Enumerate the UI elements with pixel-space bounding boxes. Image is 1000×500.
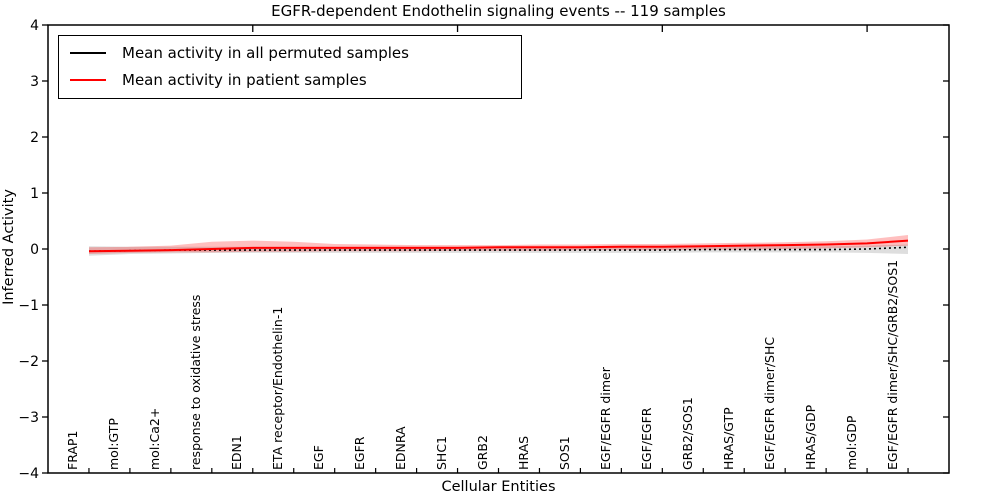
legend-line-sample-black <box>70 52 106 54</box>
y-tick-label: −4 <box>18 466 39 482</box>
x-tick-label: EDN1 <box>229 435 245 470</box>
x-tick-label: mol:GTP <box>106 418 122 470</box>
y-tick-label: −3 <box>18 410 39 426</box>
legend-item-permuted: Mean activity in all permuted samples <box>59 40 409 66</box>
x-tick-label: mol:GDP <box>843 415 859 470</box>
legend: Mean activity in all permuted samples Me… <box>58 35 522 99</box>
x-tick-label: response to oxidative stress <box>188 294 204 470</box>
y-tick-label: 1 <box>30 186 39 202</box>
x-tick-label: GRB2/SOS1 <box>679 397 695 470</box>
legend-label: Mean activity in all permuted samples <box>122 44 409 62</box>
x-tick-label: EGF/EGFR <box>638 407 654 470</box>
x-tick-label: EDNRA <box>393 426 409 470</box>
x-tick-label: EGF/EGFR dimer <box>597 367 613 470</box>
x-tick-label: EGF/EGFR dimer/SHC/GRB2/SOS1 <box>884 259 900 470</box>
legend-item-patient: Mean activity in patient samples <box>59 67 367 93</box>
x-tick-label: SOS1 <box>556 436 572 470</box>
y-tick-label: 3 <box>30 74 39 90</box>
x-tick-label: EGF <box>311 445 327 470</box>
x-tick-label: HRAS <box>515 435 531 470</box>
x-tick-label: ETA receptor/Endothelin-1 <box>270 306 286 470</box>
band-patient <box>89 235 908 254</box>
legend-label: Mean activity in patient samples <box>122 71 367 89</box>
legend-line-sample-red <box>70 79 106 81</box>
x-tick-label: mol:Ca2+ <box>147 407 163 470</box>
x-tick-label: EGF/EGFR dimer/SHC <box>761 336 777 470</box>
chart-title: EGFR-dependent Endothelin signaling even… <box>271 2 726 20</box>
series-line-patient <box>88 239 909 253</box>
y-tick-label: 0 <box>30 242 39 258</box>
x-tick-label: GRB2 <box>475 435 490 470</box>
y-tick-label: 4 <box>30 18 39 34</box>
x-axis-title: Cellular Entities <box>441 479 556 495</box>
x-tick-label: HRAS/GDP <box>802 404 818 470</box>
y-tick-label: 2 <box>30 130 39 146</box>
y-tick-label: −1 <box>18 298 39 314</box>
y-axis-title: Inferred Activity <box>1 189 17 305</box>
x-tick-label: SHC1 <box>434 435 450 470</box>
series-line-permuted <box>88 246 909 252</box>
x-tick-label: EGFR <box>352 436 368 470</box>
x-tick-label: FRAP1 <box>65 430 81 470</box>
y-tick-label: −2 <box>18 354 39 370</box>
x-tick-label: HRAS/GTP <box>720 407 736 470</box>
